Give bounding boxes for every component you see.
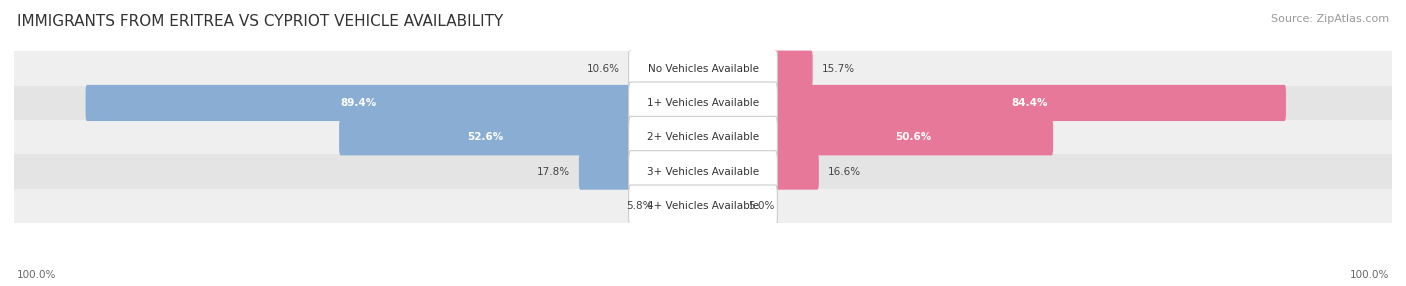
Bar: [14, 86, 1392, 120]
Bar: [14, 120, 1392, 154]
Text: 50.6%: 50.6%: [896, 132, 932, 142]
Text: Source: ZipAtlas.com: Source: ZipAtlas.com: [1271, 14, 1389, 24]
Text: 16.6%: 16.6%: [828, 167, 860, 176]
Text: 10.6%: 10.6%: [586, 64, 620, 74]
FancyBboxPatch shape: [628, 48, 778, 90]
FancyBboxPatch shape: [628, 116, 778, 158]
FancyBboxPatch shape: [773, 51, 813, 87]
Text: 84.4%: 84.4%: [1012, 98, 1047, 108]
Text: 3+ Vehicles Available: 3+ Vehicles Available: [647, 167, 759, 176]
FancyBboxPatch shape: [579, 154, 633, 190]
Text: 89.4%: 89.4%: [340, 98, 377, 108]
Bar: [14, 51, 1392, 86]
Text: 100.0%: 100.0%: [17, 270, 56, 280]
Text: 4+ Vehicles Available: 4+ Vehicles Available: [647, 201, 759, 211]
Text: 1+ Vehicles Available: 1+ Vehicles Available: [647, 98, 759, 108]
Text: 5.0%: 5.0%: [748, 201, 775, 211]
FancyBboxPatch shape: [773, 85, 1286, 121]
Text: 2+ Vehicles Available: 2+ Vehicles Available: [647, 132, 759, 142]
Text: 15.7%: 15.7%: [821, 64, 855, 74]
FancyBboxPatch shape: [628, 51, 633, 87]
FancyBboxPatch shape: [773, 119, 1053, 155]
Bar: [14, 189, 1392, 223]
Text: IMMIGRANTS FROM ERITREA VS CYPRIOT VEHICLE AVAILABILITY: IMMIGRANTS FROM ERITREA VS CYPRIOT VEHIC…: [17, 14, 503, 29]
Text: 17.8%: 17.8%: [537, 167, 569, 176]
Text: 5.8%: 5.8%: [626, 201, 652, 211]
Bar: [14, 154, 1392, 189]
Text: 52.6%: 52.6%: [468, 132, 503, 142]
FancyBboxPatch shape: [628, 151, 778, 192]
FancyBboxPatch shape: [86, 85, 633, 121]
Text: 100.0%: 100.0%: [1350, 270, 1389, 280]
FancyBboxPatch shape: [773, 154, 818, 190]
Text: No Vehicles Available: No Vehicles Available: [648, 64, 758, 74]
FancyBboxPatch shape: [339, 119, 633, 155]
FancyBboxPatch shape: [628, 82, 778, 124]
FancyBboxPatch shape: [628, 185, 778, 227]
